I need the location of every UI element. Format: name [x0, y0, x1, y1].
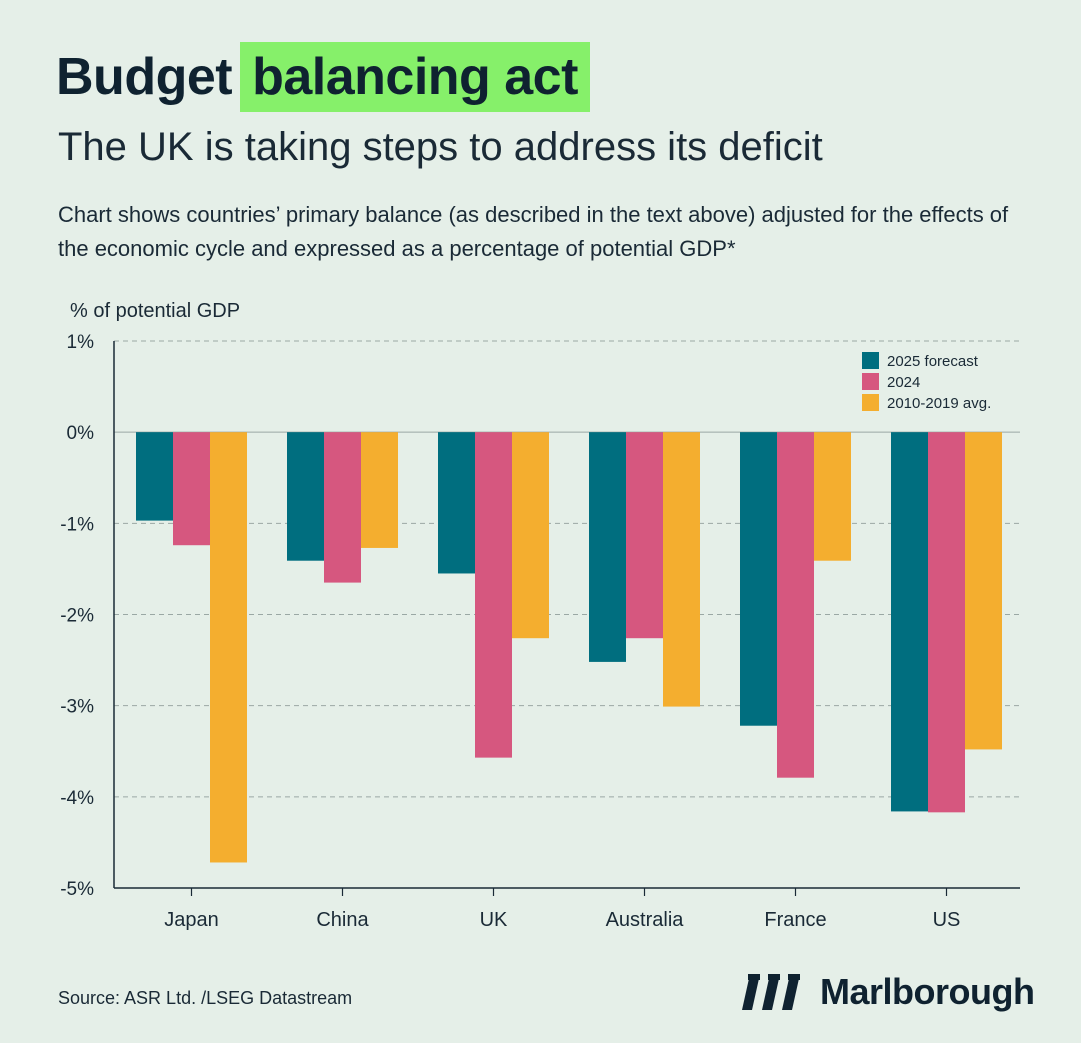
y-tick-labels: 1% 0% -1% -2% -3% -4% -5% [60, 332, 94, 900]
y-tick-label: 0% [67, 423, 95, 444]
bar-china-2 [361, 432, 398, 548]
axes [113, 341, 1020, 896]
x-tick-label: UK [480, 909, 508, 931]
y-tick-label: -4% [60, 788, 94, 809]
y-axis-label: % of potential GDP [70, 300, 240, 322]
bar-japan-2 [210, 432, 247, 863]
x-tick-label: China [316, 909, 369, 931]
legend-swatch [862, 373, 879, 390]
bar-chart: % of potential GDP 1% 0% -1% -2% -3% -4% -5% J… [60, 300, 1020, 931]
page-title-highlight: balancing act [240, 42, 590, 112]
legend: 2025 forecast 2024 2010-2019 avg. [862, 352, 991, 412]
bar-us-1 [928, 432, 965, 813]
source-note: Source: ASR Ltd. /LSEG Datastream [58, 988, 353, 1008]
bar-france-2 [814, 432, 851, 561]
x-tick-label: Japan [164, 909, 219, 931]
bar-france-0 [740, 432, 777, 726]
y-tick-label: -5% [60, 879, 94, 900]
y-tick-label: 1% [67, 332, 95, 353]
bar-australia-2 [663, 432, 700, 707]
y-tick-label: -2% [60, 606, 94, 627]
gridlines [114, 340, 1020, 798]
bar-japan-0 [136, 432, 173, 521]
page-title: Budget [56, 48, 233, 106]
chart-description: Chart shows countries’ primary balance (… [58, 202, 1009, 261]
bar-japan-1 [173, 432, 210, 546]
bar-china-1 [324, 432, 361, 583]
y-tick-label: -3% [60, 697, 94, 718]
x-tick-labels: Japan China UK Australia France US [164, 909, 960, 931]
bar-china-0 [287, 432, 324, 561]
legend-label: 2024 [887, 374, 920, 391]
x-tick-label: US [933, 909, 961, 931]
bar-uk-1 [475, 432, 512, 758]
bar-france-1 [777, 432, 814, 778]
legend-label: 2025 forecast [887, 353, 979, 370]
brand: Marlborough [742, 970, 1035, 1014]
bar-uk-0 [438, 432, 475, 574]
title-row: Budget balancing act [56, 42, 590, 112]
page-subtitle: The UK is taking steps to address its de… [58, 125, 823, 169]
bar-us-0 [891, 432, 928, 812]
x-tick-label: Australia [606, 909, 685, 931]
bar-uk-2 [512, 432, 549, 639]
x-tick-label: France [764, 909, 826, 931]
bar-australia-0 [589, 432, 626, 662]
y-tick-label: -1% [60, 514, 94, 535]
marlborough-logo-icon [742, 974, 800, 1010]
bar-us-2 [965, 432, 1002, 750]
legend-label: 2010-2019 avg. [887, 395, 991, 412]
bar-australia-1 [626, 432, 663, 639]
brand-name: Marlborough [820, 971, 1035, 1012]
legend-swatch [862, 394, 879, 411]
bars [136, 432, 1002, 863]
legend-swatch [862, 352, 879, 369]
